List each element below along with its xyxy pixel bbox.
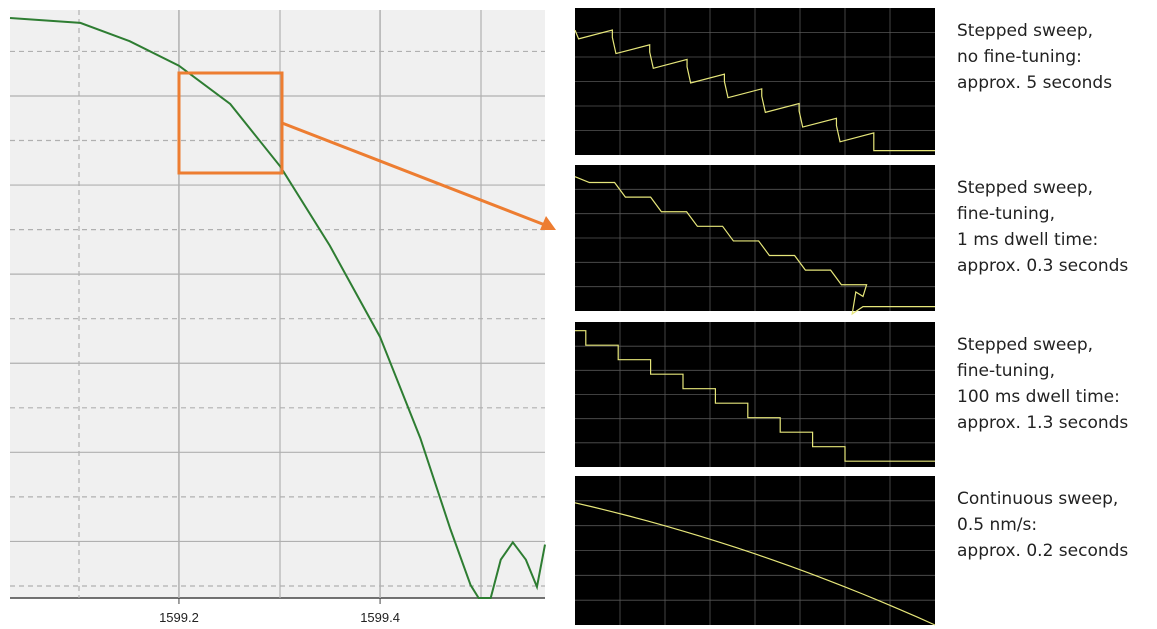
panel-caption: Stepped sweep, fine-tuning, 1 ms dwell tim…	[957, 178, 1128, 276]
x-tick-label: 1599.2	[159, 610, 199, 625]
caption-line: Continuous sweep,	[957, 489, 1118, 509]
caption-line: approx. 0.2 seconds	[957, 541, 1128, 561]
caption-line: fine-tuning,	[957, 361, 1055, 381]
caption-line: no fine-tuning:	[957, 47, 1082, 67]
caption-line: approx. 5 seconds	[957, 73, 1112, 93]
x-tick-label: 1599.4	[360, 610, 400, 625]
caption-line: 0.5 nm/s:	[957, 515, 1037, 535]
caption-line: 1 ms dwell time:	[957, 230, 1098, 250]
caption-line: fine-tuning,	[957, 204, 1055, 224]
figure: 1599.2 1599.4 Stepped sweep, no fine-tuning…	[0, 0, 1157, 629]
caption-line: approx. 1.3 seconds	[957, 413, 1128, 433]
caption-line: Stepped sweep,	[957, 178, 1093, 198]
caption-line: 100 ms dwell time:	[957, 387, 1120, 407]
caption-line: Stepped sweep,	[957, 21, 1093, 41]
panel-caption: Continuous sweep, 0.5 nm/s: approx. 0.2 se…	[957, 489, 1128, 561]
panel-caption: Stepped sweep, fine-tuning, 100 ms dwell t…	[957, 335, 1128, 433]
caption-line: Stepped sweep,	[957, 335, 1093, 355]
panel-caption: Stepped sweep, no fine-tuning: approx. 5 s…	[957, 21, 1112, 93]
caption-line: approx. 0.3 seconds	[957, 256, 1128, 276]
plot-background	[10, 10, 545, 598]
